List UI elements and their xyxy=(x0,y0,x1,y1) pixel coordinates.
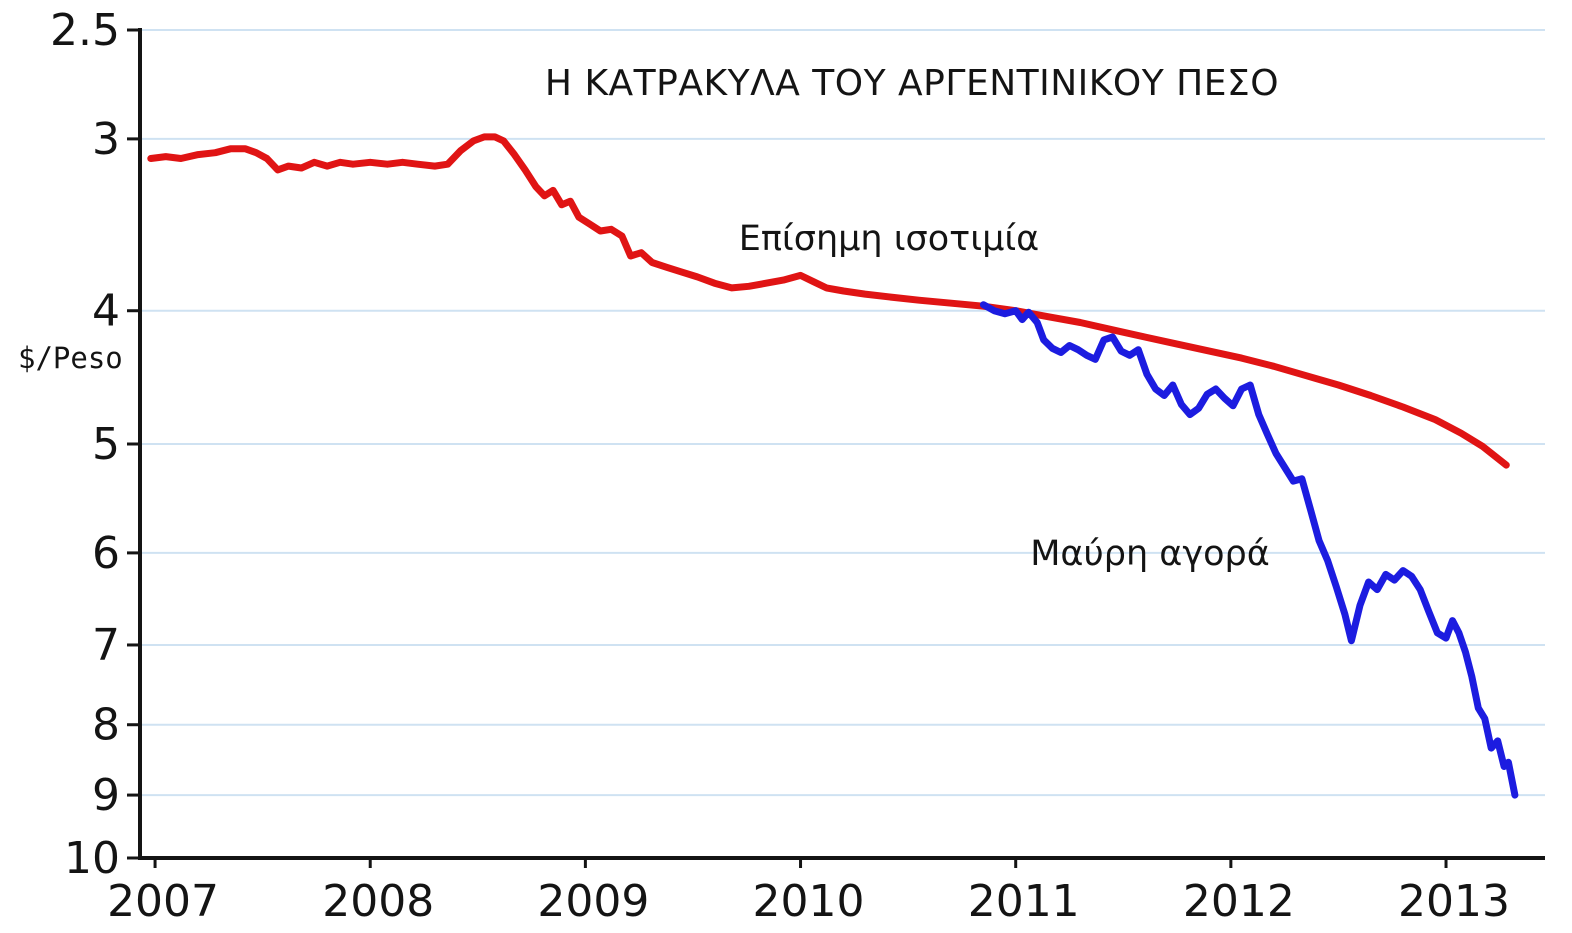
y-tick-label: 2.5 xyxy=(50,5,120,56)
y-tick-label: 10 xyxy=(64,833,120,884)
x-tick-label: 2011 xyxy=(968,876,1080,927)
y-tick-label: 6 xyxy=(92,528,120,579)
x-tick-label: 2007 xyxy=(107,876,219,927)
x-tick-label: 2012 xyxy=(1183,876,1295,927)
x-tick-label: 2013 xyxy=(1398,876,1510,927)
series-line-official xyxy=(147,133,1510,469)
series-line-black-market xyxy=(979,301,1519,799)
series-label-official: Επίσημη ισοτιμία xyxy=(738,219,1040,259)
series-label-black-market: Μαύρη αγορά xyxy=(1030,534,1270,574)
chart-title: Η ΚΑΤΡΑΚΥΛΑ ΤΟΥ ΑΡΓΕΝΤΙΝΙΚΟΥ ΠΕΣΟ xyxy=(544,63,1280,104)
y-axis-unit-label: $/Peso xyxy=(18,341,123,375)
x-tick-label: 2009 xyxy=(537,876,649,927)
y-tick-label: 8 xyxy=(92,700,120,751)
x-tick-label: 2010 xyxy=(753,876,865,927)
y-tick-label: 5 xyxy=(92,419,120,470)
y-tick-label: 9 xyxy=(92,770,120,821)
y-tick-label: 7 xyxy=(92,620,120,671)
y-tick-label: 3 xyxy=(92,114,120,165)
y-tick-label: 4 xyxy=(92,286,120,337)
x-tick-label: 2008 xyxy=(322,876,434,927)
